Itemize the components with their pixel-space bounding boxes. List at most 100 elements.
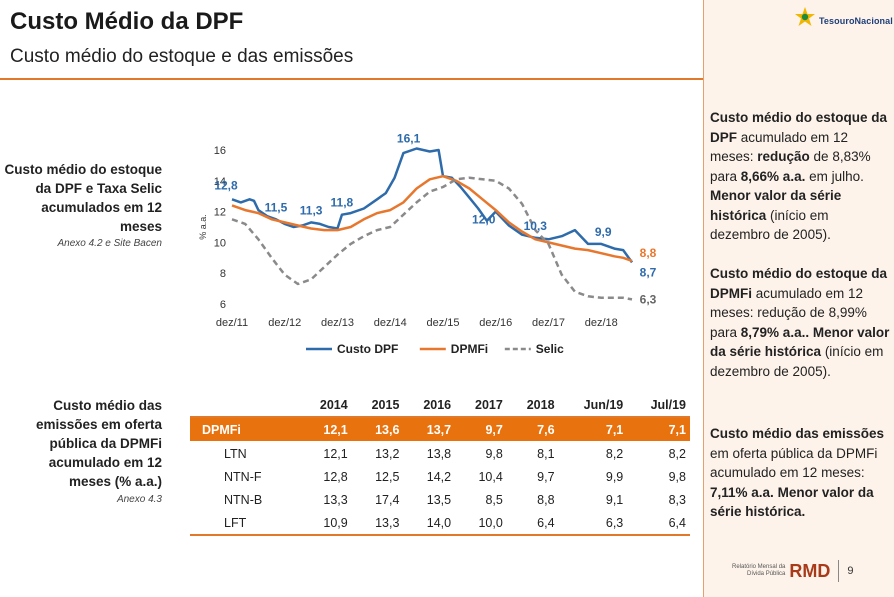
table-cell: 13,6 — [351, 417, 404, 442]
summary-text-run: Custo médio do estoque da DPF — [710, 110, 888, 145]
x-tick-label: dez/17 — [532, 317, 565, 329]
table-cell: 12,8 — [323, 469, 348, 484]
y-tick-label: 6 — [220, 299, 226, 311]
table-cell: 13,5 — [426, 492, 452, 507]
data-label: 10,3 — [524, 219, 548, 233]
table-row: NTN-F 12,8 12,5 14,2 10,4 9,7 9,9 9,8 — [190, 465, 690, 488]
y-tick-label: 12 — [214, 207, 226, 219]
row-label: DPMFi — [190, 417, 301, 442]
report-footer: Relatório Mensal da Dívida Pública RMD 9 — [732, 560, 854, 582]
y-tick-label: 8 — [220, 268, 226, 280]
column-header: Jun/19 — [558, 394, 628, 418]
column-header: 2017 — [455, 394, 507, 418]
table-note: Anexo 4.3 — [116, 494, 162, 505]
summary-text-run: Menor valor da série histórica. — [710, 484, 874, 520]
y-tick-label: 10 — [214, 237, 226, 249]
summary-paragraph-emissions: Custo médio das emissões em oferta públi… — [710, 424, 890, 522]
summary-text-run: (início em dezembro de 2005). — [710, 344, 884, 379]
table-cell: 9,1 — [605, 492, 624, 507]
y-tick-label: 14 — [214, 176, 226, 188]
column-header — [190, 394, 301, 418]
x-tick-label: dez/13 — [321, 317, 354, 329]
data-label: 11,8 — [331, 196, 354, 210]
column-header: 2014 — [300, 394, 352, 418]
x-tick-label: dez/12 — [268, 317, 301, 329]
data-label: 9,9 — [595, 225, 612, 239]
table-row: LFT 10,9 13,3 14,0 10,0 6,4 6,3 6,4 — [190, 511, 690, 536]
legend-label: Selic — [536, 342, 564, 356]
table-cell: 13,7 — [403, 417, 456, 442]
star-emblem-icon — [795, 7, 815, 26]
table-cell: 10,4 — [478, 469, 503, 484]
summary-text-run: Custo médio das emissões — [710, 426, 885, 441]
page-subtitle: Custo médio do estoque e das emissões — [10, 46, 354, 67]
column-header: 2015 — [351, 394, 404, 418]
summary-text-run: Menor valor da série histórica — [710, 324, 890, 360]
table-cell: 8,2 — [605, 446, 624, 461]
series-line-selic — [231, 176, 633, 301]
column-header: Jul/19 — [627, 394, 690, 418]
page-number: 9 — [847, 565, 854, 577]
summary-text-run: acumulado em 12 meses: — [710, 129, 849, 165]
table-label: Custo médio das emissões em oferta públi… — [35, 398, 162, 489]
table-cell: 9,7 — [537, 469, 555, 484]
row-label: LTN — [224, 446, 247, 461]
x-tick-label: dez/18 — [585, 317, 618, 329]
column-header: 2018 — [506, 394, 559, 418]
row-label: NTN-B — [224, 492, 263, 507]
summary-text-run: 8,79% a.a.. — [740, 324, 810, 340]
table-cell: 10,0 — [455, 511, 507, 536]
table-cell: 14,2 — [426, 469, 452, 484]
chart-note: Anexo 4.2 e Site Bacen — [57, 238, 162, 249]
data-label: 12,0 — [472, 213, 496, 227]
series-line-dpmfi — [231, 174, 633, 263]
table-cell: 7,1 — [627, 417, 690, 442]
table-row: DPMFi 12,1 13,6 13,7 9,7 7,6 7,1 7,1 — [190, 417, 690, 442]
y-axis-label: % a.a. — [198, 214, 208, 240]
data-label: 16,1 — [397, 131, 421, 145]
header-divider — [0, 78, 703, 80]
table-cell: 9,8 — [485, 446, 503, 461]
summary-text-run: em julho. — [805, 168, 864, 184]
summary-paragraph-dpf: Custo médio do estoque da DPF acumulado … — [710, 108, 890, 245]
x-tick-label: dez/16 — [479, 317, 512, 329]
data-label: 11,3 — [300, 203, 323, 217]
summary-text-run: Custo médio do estoque da DPMFi — [710, 266, 888, 301]
table-row: NTN-B 13,3 17,4 13,5 8,5 8,8 9,1 8,3 — [190, 488, 690, 511]
table-cell: 12,1 — [300, 417, 352, 442]
table-cell: 8,2 — [668, 446, 686, 461]
summary-text-run: Menor valor da série histórica — [710, 188, 842, 223]
summary-text-run: redução — [757, 149, 810, 164]
summary-panel: TesouroNacional Custo médio do estoque d… — [703, 0, 894, 597]
emissions-table: 2014 2015 2016 2017 2018 Jun/19 Jul/19 DPMFi 12… — [190, 394, 690, 536]
x-tick-label: dez/14 — [374, 317, 407, 329]
footer-report-name-1: Relatório Mensal da — [732, 564, 786, 570]
data-label: 6,3 — [640, 292, 657, 306]
footer-report-name-2: Dívida Pública — [747, 571, 786, 577]
summary-text-run: 8,66% a.a. — [740, 168, 806, 184]
summary-text-run: 7,11% a.a. — [710, 484, 774, 500]
table-cell: 8,5 — [485, 492, 503, 507]
summary-text-run: em oferta pública da DPMFi acumulado em … — [710, 445, 878, 481]
table-cell: 8,3 — [668, 492, 686, 507]
table-cell: 9,8 — [668, 469, 686, 484]
rmd-logo: RMD — [789, 560, 831, 581]
table-cell: 7,6 — [506, 417, 559, 442]
tesouro-logo: TesouroNacional — [794, 6, 893, 28]
summary-text-run: (início em dezembro de 2005). — [710, 207, 831, 243]
table-cell: 14,0 — [403, 511, 456, 536]
table-cell: 12,5 — [375, 469, 400, 484]
data-label: 8,8 — [640, 246, 657, 260]
table-cell: 9,7 — [455, 417, 507, 442]
legend-label: Custo DPF — [337, 342, 398, 356]
y-tick-label: 16 — [214, 145, 226, 157]
legend-label: DPMFi — [451, 342, 488, 356]
table-cell: 9,9 — [605, 469, 624, 484]
data-label: 11,5 — [265, 200, 288, 214]
table-cell: 13,8 — [426, 446, 452, 461]
summary-text-run: de 8,83% para — [710, 149, 871, 184]
chart-label: Custo médio do estoque da DPF e Taxa Sel… — [4, 162, 162, 234]
x-tick-label: dez/15 — [426, 317, 459, 329]
table-cell: 12,1 — [323, 446, 348, 461]
table-cell: 13,2 — [375, 446, 400, 461]
